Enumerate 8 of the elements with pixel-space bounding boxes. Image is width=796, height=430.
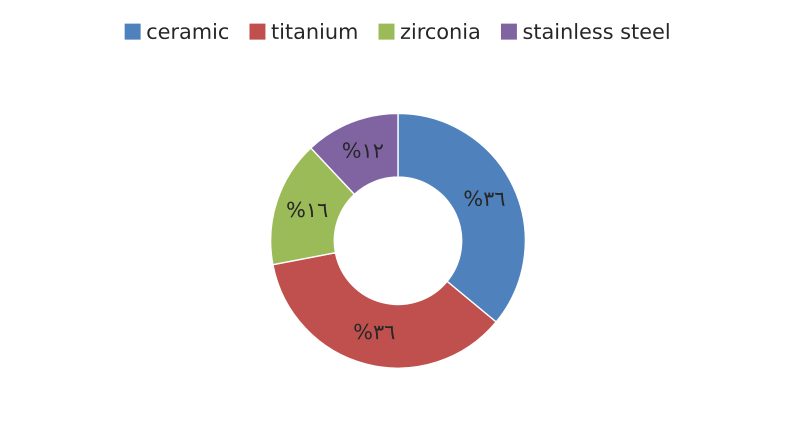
data-label: %١٢ [342, 142, 383, 158]
data-label: %٣٦ [354, 324, 394, 340]
data-label: %١٦ [287, 202, 328, 218]
legend-label: zirconia [400, 23, 479, 40]
legend-label: titanium [272, 23, 357, 40]
data-label: %٣٦ [464, 190, 505, 206]
legend-label: ceramic [147, 23, 228, 40]
legend-label: stainless steel [524, 23, 669, 40]
